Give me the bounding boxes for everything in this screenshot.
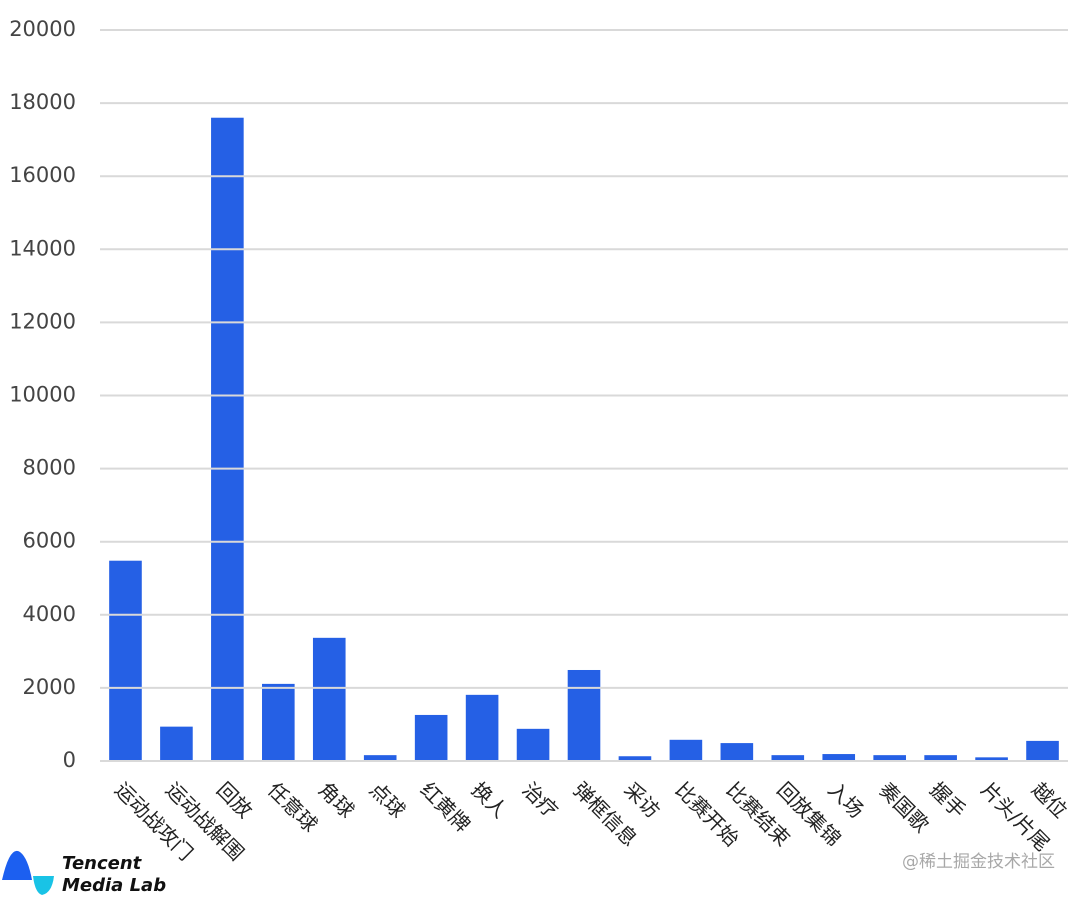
logo: Tencent Media Lab <box>2 850 166 896</box>
x-tick-label: 入场 <box>823 777 868 822</box>
x-tick-label: 红黄牌 <box>416 777 475 836</box>
x-tick-label: 奏国歌 <box>874 777 933 836</box>
y-tick-label: 6000 <box>23 529 76 553</box>
bar <box>720 743 754 761</box>
bar <box>465 694 499 761</box>
bar <box>1026 740 1059 761</box>
y-tick-label: 4000 <box>23 602 76 626</box>
bar <box>618 756 652 761</box>
y-tick-label: 12000 <box>9 309 76 333</box>
x-tick-label: 治疗 <box>518 777 563 822</box>
y-tick-label: 2000 <box>23 675 76 699</box>
x-tick-label: 任意球 <box>263 777 322 836</box>
logo-text: Media Lab <box>62 875 166 896</box>
bar <box>567 669 601 761</box>
bar <box>822 754 856 761</box>
logo-mark <box>33 876 54 895</box>
x-tick-label: 角球 <box>314 777 359 822</box>
bar <box>211 117 244 762</box>
bar <box>975 757 1008 761</box>
bar <box>924 755 957 761</box>
bar <box>160 726 193 761</box>
y-tick-label: 14000 <box>9 236 76 260</box>
y-tick-label: 16000 <box>9 163 76 187</box>
bar <box>363 755 397 761</box>
y-tick-label: 0 <box>63 748 76 772</box>
x-tick-label: 越位 <box>1027 777 1072 822</box>
watermark: @稀土掘金技术社区 <box>902 852 1055 872</box>
bar <box>669 739 703 761</box>
logo-mark <box>2 850 32 880</box>
bar <box>312 637 346 761</box>
bar <box>516 728 550 761</box>
y-tick-label: 8000 <box>23 456 76 480</box>
x-tick-label: 回放 <box>212 777 257 822</box>
bar <box>771 755 805 761</box>
bar <box>109 560 142 761</box>
logo-text: Tencent <box>62 853 143 874</box>
x-tick-label: 采访 <box>620 777 665 822</box>
y-tick-label: 20000 <box>9 17 76 41</box>
bar <box>414 714 448 761</box>
x-tick-label: 点球 <box>365 777 410 822</box>
bar <box>873 755 906 761</box>
x-tick-label: 握手 <box>925 777 970 822</box>
y-tick-label: 18000 <box>9 90 76 114</box>
y-tick-label: 10000 <box>9 383 76 407</box>
x-tick-label: 换人 <box>467 777 512 822</box>
bar <box>262 683 295 761</box>
